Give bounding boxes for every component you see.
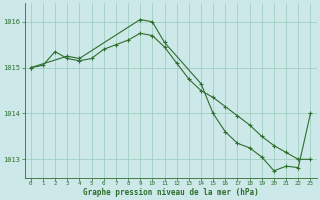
X-axis label: Graphe pression niveau de la mer (hPa): Graphe pression niveau de la mer (hPa) xyxy=(83,188,259,197)
